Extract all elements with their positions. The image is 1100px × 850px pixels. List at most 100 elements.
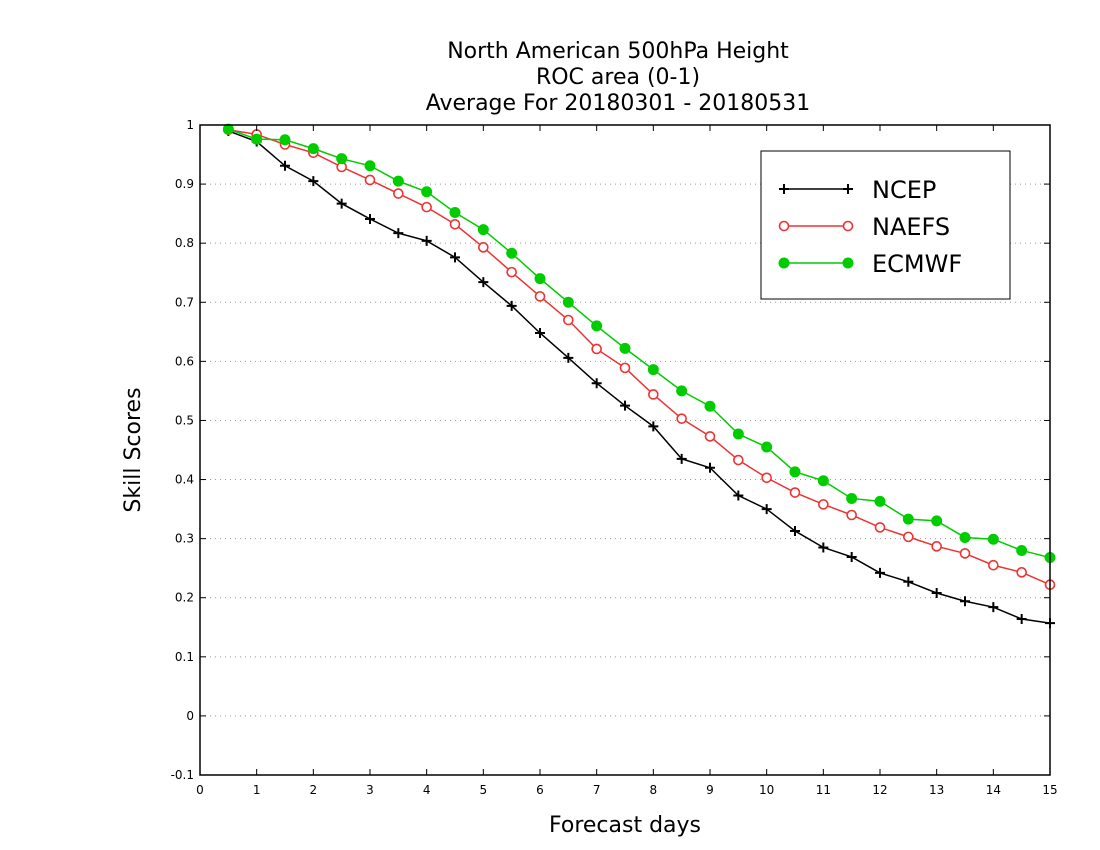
data-point-ecmwf: [761, 441, 773, 453]
data-point-ncep: [790, 525, 800, 536]
x-tick-label: 9: [706, 783, 714, 797]
legend-marker-ecmwf: [778, 257, 790, 269]
data-point-naefs: [959, 548, 971, 559]
x-axis-ticks: 0 1 2 3 4 5 6 7 8 9 10 11 12 13 14 15: [196, 125, 1058, 797]
y-tick-label: -0.1: [171, 768, 194, 782]
data-point-ncep: [705, 462, 715, 473]
data-point-naefs: [931, 541, 942, 552]
legend-item-ecmwf: ECMWF: [778, 250, 962, 278]
data-point-naefs: [421, 201, 432, 213]
data-point-naefs: [478, 242, 489, 253]
data-point-ecmwf: [421, 186, 433, 198]
x-tick-label: 15: [1042, 783, 1057, 797]
data-point-ncep: [733, 490, 744, 501]
data-point-ncep: [280, 160, 290, 171]
y-axis-ticks: 1 0.9 0.8 0.7 0.6 0.5 0.4 0.3 0.2 0.1 0 -0.1: [171, 118, 1050, 782]
data-point-ecmwf: [817, 475, 829, 487]
data-point-ecmwf: [902, 513, 914, 525]
y-tick-label: 0.9: [175, 177, 194, 191]
data-point-naefs: [364, 174, 376, 186]
x-tick-label: 14: [986, 783, 1001, 797]
series-line-ncep: [228, 130, 1051, 624]
legend-marker-ncep: [843, 184, 853, 194]
data-point-ncep: [676, 453, 687, 464]
data-point-ncep: [988, 602, 999, 613]
y-tick-label: 0.5: [175, 413, 194, 427]
data-point-naefs: [761, 472, 772, 484]
data-point-ecmwf: [562, 296, 574, 308]
x-tick-label: 0: [196, 783, 204, 797]
legend-marker-ncep: [779, 184, 789, 194]
data-point-ecmwf: [874, 495, 886, 507]
data-point-ecmwf: [959, 531, 971, 543]
data-point-ecmwf: [704, 400, 716, 412]
data-point-ncep: [450, 252, 460, 263]
gridlines: [200, 183, 1050, 717]
x-tick-label: 12: [872, 783, 887, 797]
data-point-naefs: [563, 314, 574, 326]
x-tick-label: 4: [423, 783, 431, 797]
data-point-ncep: [648, 421, 659, 432]
y-tick-label: 1: [186, 118, 194, 132]
data-point-ecmwf: [591, 320, 603, 332]
data-point-naefs: [676, 413, 687, 424]
y-tick-label: 0.2: [175, 591, 194, 605]
data-point-ecmwf: [477, 224, 489, 236]
y-tick-label: 0: [186, 709, 194, 723]
legend-box: [760, 150, 1011, 300]
x-tick-label: 5: [480, 783, 488, 797]
data-point-ncep: [960, 596, 970, 607]
data-point-ecmwf: [987, 533, 999, 545]
data-point-ncep: [818, 542, 829, 553]
y-tick-label: 0.6: [175, 354, 194, 368]
data-point-ecmwf: [647, 364, 659, 376]
series-ecmwf: [222, 123, 1056, 564]
legend-marker-ecmwf: [842, 257, 854, 269]
data-point-ncep: [506, 300, 517, 311]
data-point-naefs: [648, 389, 659, 400]
legend-label-naefs: NAEFS: [872, 213, 950, 241]
x-tick-label: 2: [310, 783, 318, 797]
data-point-ncep: [931, 588, 942, 598]
data-point-ecmwf: [789, 466, 801, 478]
data-point-ncep: [336, 198, 347, 209]
data-point-naefs: [733, 454, 744, 466]
data-point-ncep: [591, 378, 602, 389]
data-point-ecmwf: [222, 123, 234, 135]
data-point-ecmwf: [251, 133, 263, 145]
chart-date-range: Average For 20180301 - 20180531: [426, 91, 811, 116]
data-point-ncep: [308, 176, 319, 187]
data-point-ecmwf: [307, 143, 319, 155]
y-tick-label: 0.4: [175, 473, 194, 487]
data-point-ncep: [421, 235, 432, 246]
data-point-ecmwf: [676, 385, 688, 397]
data-point-ncep: [535, 328, 545, 338]
series-layer: [222, 123, 1056, 629]
data-point-ncep: [846, 551, 857, 562]
x-tick-label: 1: [253, 783, 261, 797]
legend-label-ecmwf: ECMWF: [872, 250, 962, 278]
x-axis-label: Forecast days: [549, 813, 701, 838]
legend-item-naefs: NAEFS: [778, 213, 950, 241]
data-point-naefs: [449, 218, 461, 230]
x-tick-label: 10: [759, 783, 774, 797]
chart-title: North American 500hPa Height: [447, 39, 789, 64]
y-axis-label: Skill Scores: [121, 387, 146, 512]
data-point-naefs: [818, 499, 829, 510]
data-point-ncep: [365, 213, 375, 224]
legend-item-ncep: NCEP: [779, 176, 936, 204]
data-point-naefs: [846, 509, 857, 521]
x-tick-label: 6: [536, 783, 544, 797]
y-tick-label: 0.1: [175, 650, 194, 664]
x-tick-label: 13: [929, 783, 944, 797]
chart-subtitle: ROC area (0-1): [536, 65, 700, 90]
x-tick-label: 3: [366, 783, 374, 797]
data-point-ecmwf: [534, 273, 546, 285]
data-point-ecmwf: [449, 206, 461, 218]
legend-label-ncep: NCEP: [872, 176, 936, 204]
data-point-ecmwf: [931, 515, 943, 527]
data-point-ecmwf: [392, 175, 404, 187]
data-point-ncep: [478, 277, 489, 288]
legend: NCEP NAEFS ECMWF: [760, 150, 1011, 300]
